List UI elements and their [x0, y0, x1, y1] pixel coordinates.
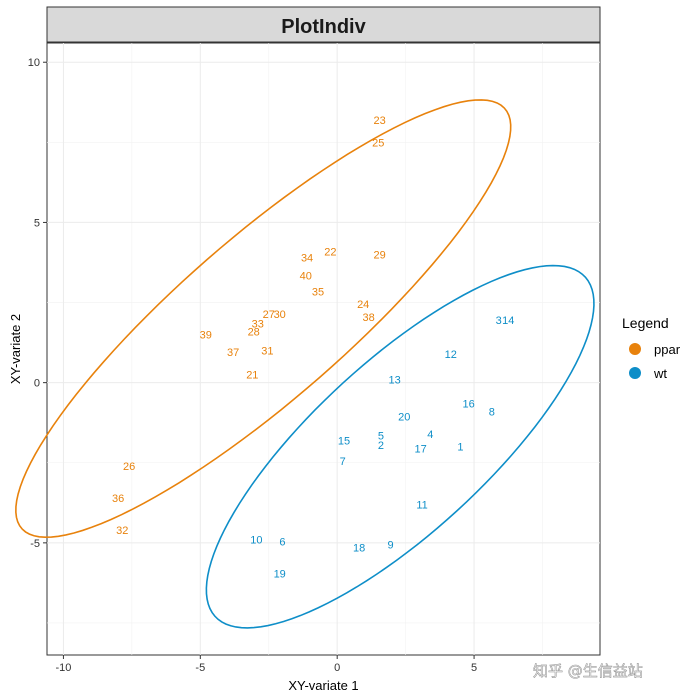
point-label-ppar: 34 — [301, 253, 313, 265]
x-tick-label: -5 — [195, 662, 205, 674]
point-label-ppar: 30 — [274, 309, 286, 321]
strip-header — [46, 6, 601, 43]
y-axis-title: XY-variate 2 — [8, 314, 23, 384]
point-label-wt: 10 — [250, 535, 262, 547]
point-label-wt: 14 — [502, 315, 514, 327]
point-label-ppar: 32 — [116, 525, 128, 537]
point-label-ppar: 21 — [246, 370, 258, 382]
confidence-ellipses — [15, 99, 595, 629]
y-tick-label: 5 — [34, 217, 40, 229]
x-tick-label: 0 — [334, 662, 340, 674]
point-label-wt: 7 — [340, 456, 346, 468]
chart-title: PlotIndiv — [281, 16, 366, 38]
point-label-ppar: 40 — [300, 270, 312, 282]
point-label-wt: 17 — [415, 443, 427, 455]
point-label-wt: 6 — [279, 536, 285, 548]
point-label-wt: 16 — [462, 398, 474, 410]
point-label-ppar: 38 — [363, 312, 375, 324]
point-label-ppar: 25 — [372, 137, 384, 149]
point-label-ppar: 24 — [357, 299, 369, 311]
point-label-ppar: 31 — [261, 346, 273, 358]
point-label-wt: 15 — [338, 435, 350, 447]
watermark-text: 知乎 @生信益站 — [533, 662, 643, 680]
point-label-ppar: 29 — [373, 249, 385, 261]
point-label-wt: 12 — [445, 349, 457, 361]
ellipse-wt — [205, 264, 595, 629]
point-label-ppar: 26 — [123, 461, 135, 473]
point-label-ppar: 27 — [263, 309, 275, 321]
point-label-ppar: 33 — [252, 318, 264, 330]
point-label-ppar: 36 — [112, 493, 124, 505]
point-label-wt: 20 — [398, 411, 410, 423]
legend-label-wt: wt — [653, 366, 667, 381]
point-label-wt: 9 — [388, 539, 394, 551]
point-label-wt: 1 — [457, 442, 463, 454]
point-label-wt: 3 — [496, 315, 502, 327]
x-tick-label: 5 — [471, 662, 477, 674]
point-label-wt: 11 — [416, 499, 427, 511]
point-label-wt: 13 — [389, 374, 401, 386]
point-label-ppar: 39 — [200, 330, 212, 342]
y-tick-label: -5 — [30, 538, 40, 550]
legend-label-ppar: ppar — [654, 342, 681, 357]
point-label-ppar: 23 — [373, 115, 385, 127]
point-label-ppar: 35 — [312, 286, 324, 298]
point-label-wt: 5 — [378, 431, 384, 443]
x-tick-label: -10 — [55, 662, 71, 674]
point-label-wt: 8 — [489, 406, 495, 418]
ellipse-ppar — [15, 99, 512, 539]
y-tick-label: 10 — [28, 57, 40, 69]
point-label-ppar: 37 — [227, 347, 239, 359]
point-label-wt: 18 — [353, 543, 365, 555]
point-label-wt: 2 — [378, 440, 384, 452]
point-label-wt: 4 — [427, 429, 433, 441]
legend-key-ppar — [629, 343, 641, 355]
legend-key-wt — [629, 367, 641, 379]
grid-lines — [47, 43, 600, 655]
legend-title: Legend — [622, 315, 669, 331]
point-label-wt: 19 — [274, 568, 286, 580]
point-label-ppar: 22 — [324, 246, 336, 258]
legend: Legend ppar wt — [622, 315, 681, 381]
y-tick-label: 0 — [34, 378, 40, 390]
point-label-ppar: 28 — [248, 326, 260, 338]
axes: -10 -5 0 5 -5 0 5 10 — [28, 57, 477, 674]
plot-panel — [46, 42, 601, 656]
x-axis-title: XY-variate 1 — [288, 678, 358, 693]
